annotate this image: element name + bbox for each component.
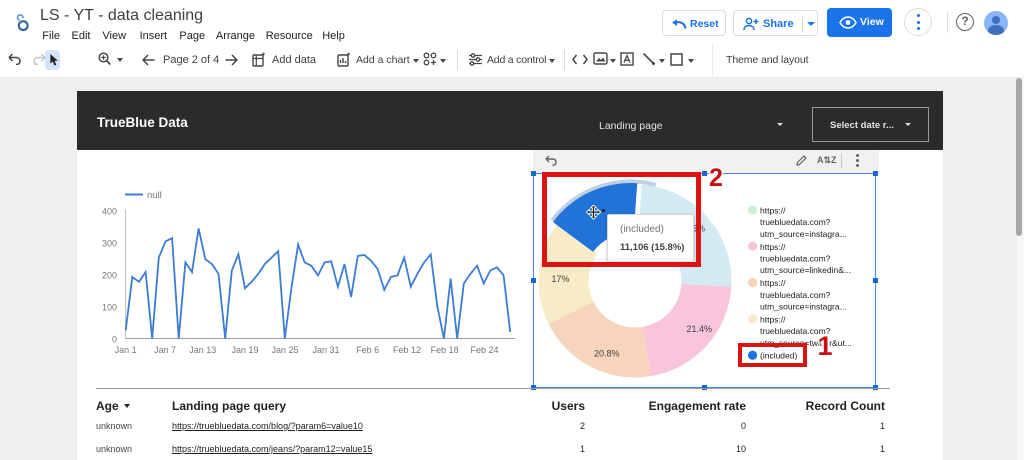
svg-text:https://: https:// [760, 314, 786, 324]
svg-text:Jan 13: Jan 13 [189, 345, 216, 355]
svg-text:utm_source=instagra...: utm_source=instagra... [760, 229, 847, 239]
svg-text:20.8%: 20.8% [594, 349, 620, 359]
svg-text:(included): (included) [760, 351, 797, 361]
svg-text:Feb 12: Feb 12 [393, 345, 421, 355]
svg-text:https://: https:// [760, 206, 786, 216]
svg-text:100: 100 [102, 303, 117, 313]
svg-text:utm_source=twitter&ut...: utm_source=twitter&ut... [760, 338, 852, 348]
svg-text:Jan 1: Jan 1 [115, 345, 137, 355]
svg-text:https://: https:// [760, 278, 786, 288]
svg-text:utm_source=instagra...: utm_source=instagra... [760, 302, 847, 312]
svg-text:0: 0 [112, 335, 117, 345]
svg-text:17%: 17% [552, 274, 570, 284]
svg-text:Feb 18: Feb 18 [431, 345, 459, 355]
svg-text:null: null [147, 190, 162, 201]
svg-text:Jan 19: Jan 19 [231, 345, 258, 355]
svg-text:Feb 6: Feb 6 [356, 345, 379, 355]
svg-text:truebluedata.com?: truebluedata.com? [760, 254, 831, 264]
svg-text:https://: https:// [760, 242, 786, 252]
svg-text:Jan 25: Jan 25 [271, 345, 298, 355]
svg-text:21.4%: 21.4% [687, 324, 713, 334]
svg-text:truebluedata.com?: truebluedata.com? [760, 326, 831, 336]
svg-text:Feb 24: Feb 24 [470, 345, 498, 355]
svg-text:200: 200 [102, 271, 117, 281]
svg-text:400: 400 [102, 207, 117, 217]
svg-text:300: 300 [102, 239, 117, 249]
svg-text:Jan 31: Jan 31 [312, 345, 339, 355]
svg-text:truebluedata.com?: truebluedata.com? [760, 217, 831, 227]
svg-text:Jan 7: Jan 7 [154, 345, 176, 355]
svg-text:truebluedata.com?: truebluedata.com? [760, 290, 831, 300]
svg-text:utm_source=linkedin&...: utm_source=linkedin&... [760, 265, 851, 275]
